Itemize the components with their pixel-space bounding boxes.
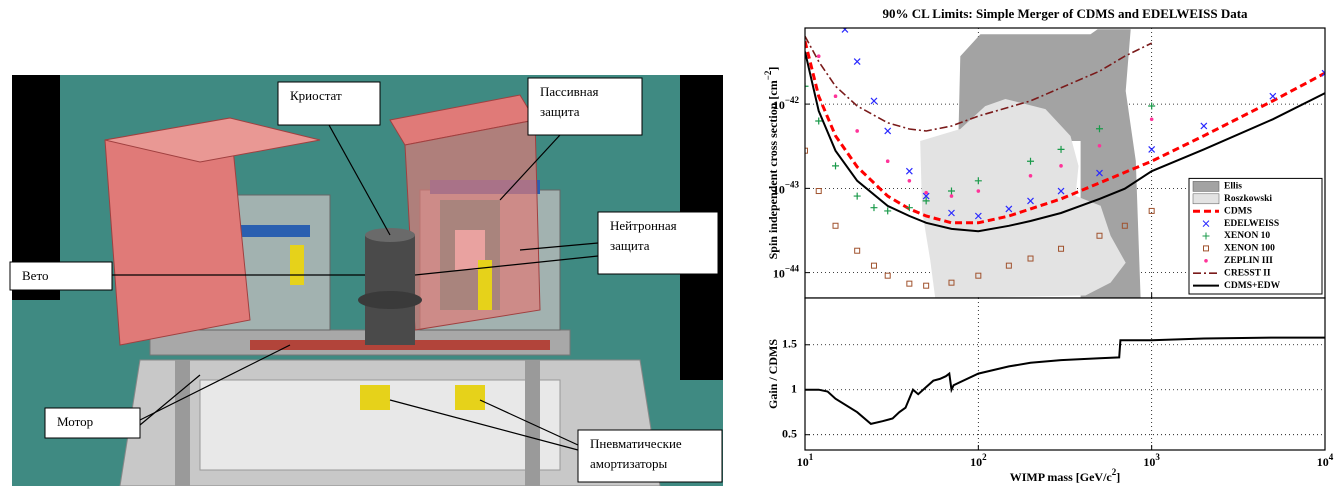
callout-text: Криостат (290, 88, 342, 103)
y-axis-label-end: ] (766, 67, 780, 71)
tick-exp: 4 (1329, 452, 1334, 462)
y-axis-label-sup: −2 (763, 70, 773, 80)
marker (855, 129, 859, 133)
chart-title: 90% CL Limits: Simple Merger of CDMS and… (882, 6, 1248, 21)
marker (886, 159, 890, 163)
marker (1150, 118, 1154, 122)
x-axis-label: WIMP mass [GeV/c2] (1010, 467, 1120, 484)
x-tick-label: 101 (797, 452, 814, 469)
callout-text: Пассивная (540, 84, 599, 99)
legend-label: CRESST II (1224, 268, 1271, 278)
legend-label: CDMS (1224, 206, 1252, 216)
callout-text: защита (540, 104, 580, 119)
y-axis-label: Gain / CDMS (766, 339, 780, 409)
marker (950, 194, 954, 198)
tick-exp: −42 (785, 95, 800, 105)
marker (834, 94, 838, 98)
tick-base: 10 (1317, 455, 1329, 469)
tick-base: 10 (773, 266, 785, 280)
x-tick-label: 102 (970, 452, 987, 469)
y-tick-label: 1 (791, 381, 797, 395)
callout-text: Нейтронная (610, 218, 677, 233)
marker (1098, 144, 1102, 148)
callout-text: амортизаторы (590, 456, 668, 471)
y-tick-label: 10−42 (773, 95, 800, 112)
legend-label: ZEPLIN III (1224, 256, 1273, 266)
marker (817, 54, 821, 58)
marker (924, 191, 928, 195)
marker (908, 179, 912, 183)
legend-label: EDELWEISS (1224, 219, 1279, 229)
tick-base: 10 (797, 455, 809, 469)
tick-base: 10 (970, 455, 982, 469)
tick-base: 10 (1143, 455, 1155, 469)
tick-base: 10 (773, 98, 785, 112)
tick-base: 10 (773, 182, 785, 196)
callout-text: Мотор (57, 414, 93, 429)
marker (1029, 174, 1033, 178)
legend-label: XENON 10 (1224, 231, 1270, 241)
marker (977, 189, 981, 193)
legend-label: Ellis (1224, 182, 1242, 192)
legend-swatch (1193, 181, 1219, 191)
callout-text: Вето (22, 268, 48, 283)
tick-exp: −44 (785, 264, 800, 274)
y-tick-label: 10−44 (773, 264, 800, 281)
y-axis-label: Spin independent cross section [cm−2] (763, 67, 780, 260)
tick-exp: 3 (1155, 452, 1160, 462)
legend-swatch (1193, 194, 1219, 204)
legend-label: CDMS+EDW (1224, 281, 1281, 291)
tick-exp: 1 (809, 452, 814, 462)
page: Криостат Пассивная защита Нейтронная защита В… (0, 0, 1343, 486)
x-axis-label-text: WIMP mass [GeV/c (1010, 470, 1113, 484)
marker (1059, 164, 1063, 168)
plot-background (805, 298, 1325, 450)
x-axis-label-end: ] (1116, 470, 1120, 484)
y-tick-label: 10−43 (773, 179, 800, 196)
legend-label: XENON 100 (1224, 244, 1275, 254)
x-tick-label: 104 (1317, 452, 1334, 469)
callout-text: Пневматические (590, 436, 682, 451)
legend-label: Roszkowski (1224, 194, 1272, 204)
y-tick-label: 1.5 (782, 337, 797, 351)
callout-text: защита (610, 238, 650, 253)
x-tick-label: 103 (1143, 452, 1160, 469)
tick-exp: 2 (982, 452, 987, 462)
y-tick-label: 0.5 (782, 426, 797, 440)
tick-exp: −43 (785, 179, 800, 189)
legend-swatch (1204, 259, 1208, 263)
